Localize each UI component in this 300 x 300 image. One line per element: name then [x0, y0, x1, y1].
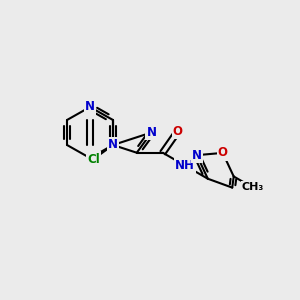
- Text: Cl: Cl: [87, 153, 100, 166]
- Text: N: N: [192, 149, 202, 162]
- Text: N: N: [85, 100, 95, 113]
- Text: O: O: [173, 125, 183, 138]
- Text: N: N: [108, 139, 118, 152]
- Text: NH: NH: [176, 159, 195, 172]
- Text: CH₃: CH₃: [242, 182, 264, 193]
- Text: N: N: [146, 126, 157, 139]
- Text: O: O: [218, 146, 228, 159]
